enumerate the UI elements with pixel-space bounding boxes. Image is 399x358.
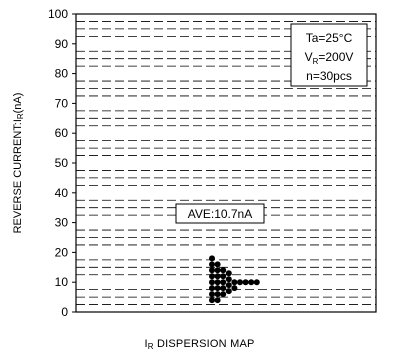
data-point [209, 285, 215, 292]
data-point [214, 285, 221, 292]
data-point [209, 273, 215, 280]
data-point [225, 270, 232, 277]
data-point [231, 279, 238, 286]
data-point [225, 288, 232, 295]
data-points [209, 255, 260, 304]
data-point [214, 297, 221, 304]
data-point [237, 279, 243, 286]
data-point [209, 297, 215, 304]
average-annotation: AVE:10.7nA [175, 203, 265, 224]
y-tick-label: 70 [55, 96, 69, 110]
data-point [253, 279, 260, 286]
average-box [175, 203, 265, 224]
y-axis-title-subscript: R [16, 113, 25, 119]
y-tick-label: 100 [48, 7, 68, 21]
data-point [214, 267, 221, 274]
data-point [214, 261, 221, 268]
y-tick-label: 80 [55, 67, 69, 81]
caption-text: DISPERSION MAP [153, 338, 255, 350]
y-tick-label: 60 [55, 126, 69, 140]
conditions-legend: Ta=25°C VR=200V n=30pcs [290, 23, 368, 87]
y-tick-label: 90 [55, 37, 69, 51]
caption-subscript: R [147, 342, 154, 351]
condition-sample-count: n=30pcs [306, 69, 352, 83]
data-point [220, 273, 227, 280]
average-label: AVE:10.7nA [188, 207, 253, 221]
data-point [242, 279, 249, 286]
y-axis: 0 10 20 30 40 50 60 70 80 90 100 [48, 7, 76, 319]
data-point [209, 279, 215, 286]
y-tick-label: 50 [55, 156, 69, 170]
y-axis-title-main: REVERSE CURRENT:I [12, 119, 24, 233]
y-tick-label: 30 [55, 216, 69, 230]
data-point [209, 261, 215, 268]
data-point [214, 291, 221, 298]
condition-voltage: VR=200V [305, 50, 354, 66]
condition-voltage-subscript: R [313, 57, 319, 66]
y-axis-title-unit: (nA) [12, 93, 24, 114]
data-point [209, 267, 215, 274]
y-axis-title: REVERSE CURRENT:IR(nA) [12, 93, 25, 234]
caption-prefix: I [144, 338, 148, 350]
data-point [209, 255, 215, 262]
y-tick-label: 0 [61, 305, 68, 319]
data-point [220, 279, 227, 286]
data-point [214, 279, 221, 286]
data-point [220, 285, 227, 292]
y-tick-label: 10 [55, 275, 69, 289]
y-tick-label: 40 [55, 186, 69, 200]
condition-voltage-value: =200V [318, 50, 353, 64]
condition-voltage-main: V [305, 50, 313, 64]
data-point [214, 273, 221, 280]
data-point [225, 276, 232, 283]
data-point [225, 282, 232, 289]
data-point [209, 291, 215, 298]
data-point [231, 285, 238, 292]
data-point [248, 279, 255, 286]
conditions-box [290, 23, 368, 87]
condition-temperature: Ta=25°C [306, 31, 353, 45]
data-point [220, 267, 227, 274]
chart-caption: IR DISPERSION MAP [0, 338, 399, 351]
y-tick-label: 20 [55, 245, 69, 259]
data-point [220, 291, 227, 298]
